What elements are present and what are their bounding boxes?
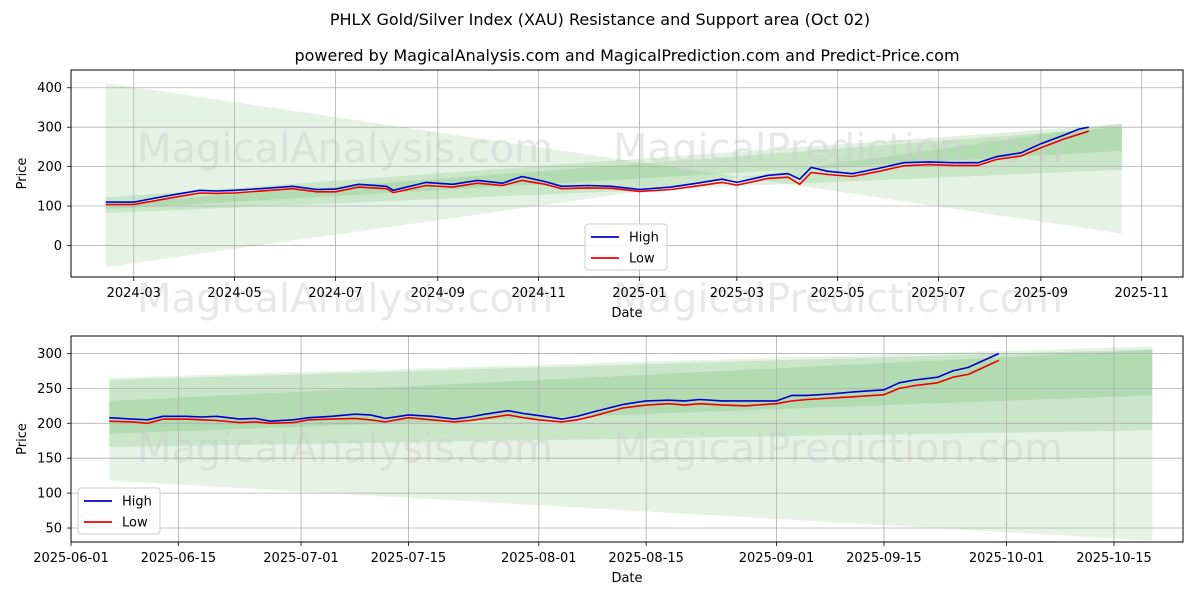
series-line-low [105, 130, 1090, 206]
y-tick-label: 100 [37, 200, 62, 215]
y-axis-label: Price [15, 158, 30, 190]
bands [109, 346, 1153, 541]
x-tick-label: 2024-07 [308, 286, 362, 301]
legend-label-low: Low [122, 516, 148, 531]
x-axis-label: Date [611, 571, 642, 586]
x-tick-label: 2025-11 [1115, 286, 1169, 301]
legend-label-low: Low [629, 252, 655, 267]
axes-frame [70, 335, 1184, 543]
legend-label-high: High [629, 231, 659, 246]
series-line-high [105, 126, 1089, 203]
series [105, 126, 1090, 206]
series [109, 352, 1000, 425]
x-tick-label: 2025-09 [1014, 286, 1068, 301]
x-tick-label: 2024-09 [411, 286, 465, 301]
top-chart: MagicalAnalysis.com MagicalPrediction.com… [15, 69, 1184, 322]
watermark: MagicalPrediction.com [613, 426, 1063, 472]
y-tick-label: 250 [37, 382, 62, 397]
outer-band [105, 124, 1122, 214]
wide-band [109, 346, 1153, 541]
chart-subtitle: powered by MagicalAnalysis.com and Magic… [294, 46, 959, 65]
x-tick-label: 2025-07-15 [371, 551, 447, 566]
y-tick-label: 400 [37, 81, 62, 96]
x-tick-label: 2024-11 [511, 286, 565, 301]
wide-band [105, 83, 1122, 268]
x-tick-label: 2025-06-15 [141, 551, 217, 566]
bottom-chart: MagicalAnalysis.com MagicalPrediction.com… [15, 335, 1184, 586]
y-tick-label: 200 [37, 160, 62, 175]
x-tick-label: 2025-03 [710, 286, 764, 301]
watermark: MagicalAnalysis.com [137, 426, 553, 472]
x-tick-label: 2025-05 [811, 286, 865, 301]
x-tick-label: 2025-09-15 [846, 551, 922, 566]
y-tick-label: 50 [45, 522, 62, 537]
chart-title: PHLX Gold/Silver Index (XAU) Resistance … [330, 10, 870, 29]
outer-band [109, 349, 1153, 448]
grid: 2025-06-01 2025-06-15 2025-07-01 2025-07-15… [33, 336, 1183, 566]
inner-band [105, 127, 1122, 210]
bands [105, 83, 1122, 268]
y-axis-label: Price [15, 423, 30, 455]
legend: High Low [77, 487, 161, 535]
watermarks: MagicalAnalysis.com MagicalPrediction.com [137, 426, 1063, 472]
x-tick-label: 2025-10-01 [969, 551, 1045, 566]
x-tick-label: 2025-08-15 [608, 551, 684, 566]
watermarks: MagicalAnalysis.com MagicalPrediction.com… [137, 126, 1063, 322]
x-tick-label: 2024-03 [107, 286, 161, 301]
y-tick-label: 300 [37, 347, 62, 362]
x-tick-label: 2025-07-01 [263, 551, 339, 566]
series-line-low [109, 359, 1000, 425]
y-tick-label: 100 [37, 487, 62, 502]
watermark: MagicalAnalysis.com [137, 276, 553, 322]
axes-frame [70, 69, 1184, 278]
watermark: MagicalPrediction.com [613, 276, 1063, 322]
x-axis-label: Date [611, 306, 642, 321]
y-tick-label: 150 [37, 452, 62, 467]
x-tick-label: 2025-08-01 [501, 551, 577, 566]
grid: 2024-03 2024-05 2024-07 2024-09 2024-11 2025-… [37, 70, 1183, 301]
legend: High Low [584, 223, 668, 271]
y-tick-label: 300 [37, 121, 62, 136]
y-tick-label: 0 [54, 239, 62, 254]
inner-band [109, 349, 1153, 434]
y-tick-label: 200 [37, 417, 62, 432]
legend-label-high: High [122, 495, 152, 510]
x-tick-label: 2025-10-15 [1076, 551, 1152, 566]
x-tick-label: 2025-06-01 [33, 551, 109, 566]
watermark: MagicalAnalysis.com [137, 126, 553, 172]
series-line-high [109, 352, 1000, 423]
x-tick-label: 2024-05 [207, 286, 261, 301]
x-tick-label: 2025-07 [911, 286, 965, 301]
x-tick-label: 2025-09-01 [739, 551, 815, 566]
x-tick-label: 2025-01 [612, 286, 666, 301]
